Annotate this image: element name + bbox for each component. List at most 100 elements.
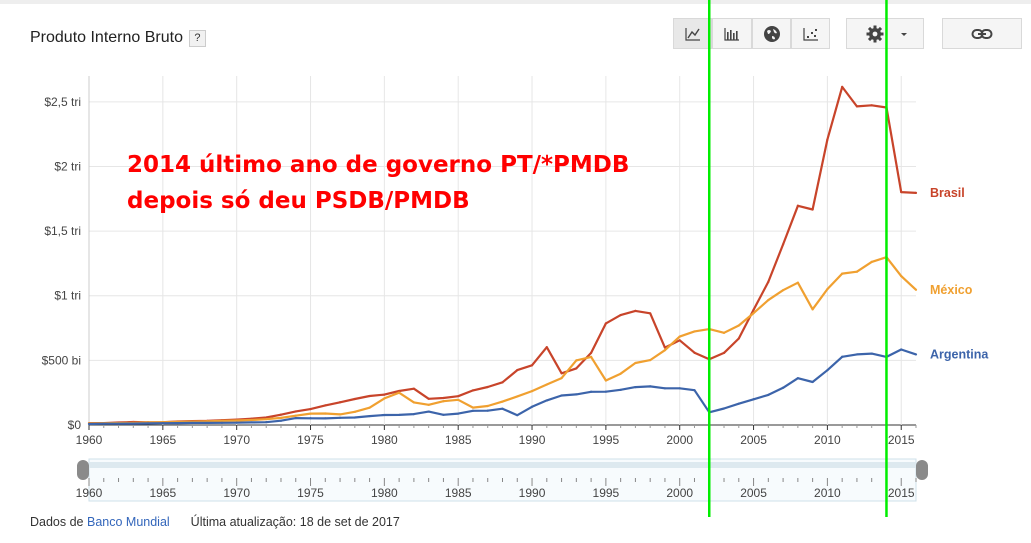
data-point: [412, 401, 415, 404]
series-label: Brasil: [930, 186, 965, 200]
data-point: [900, 348, 903, 351]
x-tick-label: 1970: [223, 433, 250, 447]
source-link[interactable]: Banco Mundial: [87, 515, 170, 529]
series-labels: Brasil México Argentina: [930, 186, 989, 362]
data-point: [412, 413, 415, 416]
data-point: [235, 419, 238, 422]
settings-button[interactable]: [846, 18, 924, 49]
series-line-méxico: [88, 256, 917, 425]
data-point: [752, 398, 755, 401]
x-tick-label: 1960: [76, 433, 103, 447]
data-point: [383, 393, 386, 396]
data-point: [235, 421, 238, 424]
data-point: [279, 416, 283, 419]
data-point: [191, 421, 194, 425]
data-point: [398, 413, 401, 417]
data-point: [353, 416, 356, 419]
data-point: [722, 331, 726, 334]
last-updated: Última atualização: 18 de set de 2017: [190, 515, 400, 529]
data-point: [398, 391, 401, 394]
y-axis: $0 $500 bi $1 tri $1,5 tri $2 tri $2,5 tri: [42, 95, 82, 432]
data-point: [826, 138, 829, 141]
data-point: [575, 393, 578, 396]
scatter-button[interactable]: [791, 18, 830, 49]
data-point: [412, 387, 415, 390]
data-point: [575, 359, 578, 362]
bar-chart-button[interactable]: [712, 18, 752, 49]
data-point: [619, 372, 622, 375]
data-point: [722, 351, 726, 354]
data-point: [471, 406, 475, 409]
data-point: [914, 191, 918, 194]
line-chart-icon: [684, 27, 700, 41]
data-point: [309, 412, 312, 415]
data-point: [87, 422, 91, 426]
data-point: [841, 272, 844, 275]
data-point: [457, 412, 460, 415]
data-point: [161, 422, 164, 425]
slider-tick-label: 1975: [297, 486, 324, 500]
data-point: [294, 417, 297, 420]
chart-grid: [88, 76, 916, 426]
vertical-markers: [708, 0, 888, 517]
help-button[interactable]: ?: [188, 30, 206, 47]
data-point: [634, 361, 637, 365]
data-point: [530, 405, 534, 408]
data-point: [870, 260, 873, 263]
data-point: [560, 376, 563, 380]
data-point: [117, 422, 120, 425]
data-point: [855, 105, 859, 108]
data-point: [663, 349, 667, 352]
slider-handle-left: [77, 460, 89, 480]
data-point: [914, 353, 918, 356]
x-tick-label: 1985: [445, 433, 472, 447]
x-tick-label: 1995: [593, 433, 620, 447]
data-point: [220, 419, 224, 422]
line-chart-button[interactable]: [673, 18, 712, 49]
data-point: [811, 380, 814, 384]
data-point: [176, 421, 179, 425]
data-point: [693, 330, 696, 333]
data-point: [900, 274, 903, 278]
data-point: [604, 379, 607, 382]
data-point: [501, 400, 504, 403]
data-point: [294, 414, 297, 417]
x-tick-label: 2015: [888, 433, 915, 447]
data-point: [914, 288, 918, 291]
data-point: [309, 417, 312, 420]
data-point: [781, 386, 785, 389]
link-icon: [971, 28, 993, 39]
data-point: [383, 397, 386, 400]
data-point: [796, 204, 799, 207]
data-point: [206, 421, 209, 425]
y-tick-label: $1,5 tri: [44, 224, 81, 238]
x-tick-label: 1990: [519, 433, 546, 447]
data-point: [265, 418, 268, 421]
data-point: [693, 351, 696, 354]
globe-icon: [763, 25, 780, 42]
data-point: [427, 397, 430, 400]
data-point: [309, 408, 312, 411]
data-point: [855, 270, 859, 273]
data-point: [767, 280, 770, 284]
x-axis: 1960 1965 1970 1975 1980 1985 1990 1995 2000 2005…: [76, 425, 917, 447]
data-point: [279, 419, 283, 422]
data-point: [457, 398, 460, 401]
data-point: [324, 404, 327, 407]
data-point: [560, 372, 563, 375]
data-point: [649, 359, 652, 362]
series-label: Argentina: [930, 347, 989, 361]
time-slider[interactable]: 1960 1965 1970 1975 1980 1985 1990 1995 2000 2005…: [76, 458, 928, 502]
data-point: [516, 368, 519, 372]
data-point: [442, 400, 445, 403]
data-point: [678, 339, 681, 342]
data-point: [442, 413, 445, 416]
link-button[interactable]: [942, 18, 1022, 49]
y-tick-label: $500 bi: [42, 353, 81, 367]
data-point: [575, 367, 578, 370]
map-button[interactable]: [752, 18, 791, 49]
data-point: [338, 416, 342, 419]
data-point: [368, 406, 371, 409]
data-point: [471, 409, 475, 412]
